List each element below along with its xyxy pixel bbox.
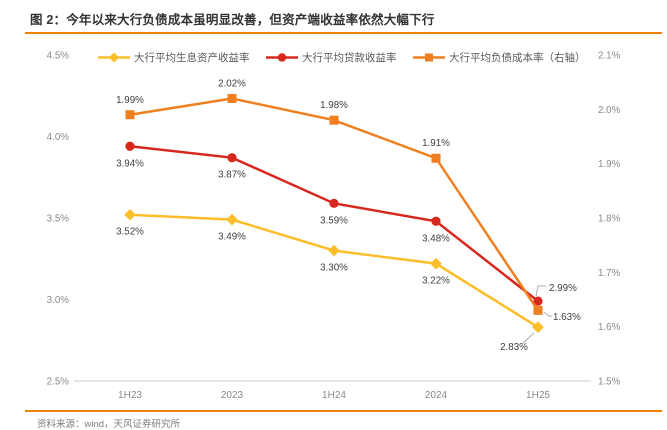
legend-item-asset-yield: 大行平均生息资产收益率 [97, 50, 250, 65]
left-axis-tick: 4.5% [47, 51, 70, 62]
label-leader-line [543, 311, 552, 317]
data-label: 2.02% [218, 78, 246, 89]
right-axis-tick: 2.1% [598, 51, 621, 62]
left-axis-tick: 3.5% [47, 214, 70, 225]
right-axis-tick: 1.6% [598, 322, 621, 333]
figure-title: 图 2：今年以来大行负债成本虽明显改善，但资产端收益率依然大幅下行 [30, 13, 435, 27]
x-axis-category-label: 1H24 [322, 390, 346, 401]
data-label: 1.63% [553, 312, 581, 323]
x-axis-category-label: 2024 [425, 390, 448, 401]
data-point-circle [125, 141, 135, 151]
data-point-square [533, 305, 543, 315]
data-point-circle [431, 216, 441, 226]
data-point-square [227, 93, 237, 103]
left-axis-tick: 3.0% [47, 295, 70, 306]
legend-label: 大行平均生息资产收益率 [134, 52, 250, 64]
data-label: 3.48% [422, 233, 450, 244]
data-label: 3.87% [218, 170, 246, 181]
data-label: 1.91% [422, 138, 450, 149]
data-label: 3.59% [320, 215, 348, 226]
x-axis-category-label: 1H25 [526, 390, 550, 401]
data-point-square [125, 110, 135, 120]
source-note: 资料来源：wind，天风证券研究所 [37, 419, 181, 430]
data-point-diamond [226, 213, 238, 226]
data-label: 1.98% [320, 100, 348, 111]
data-label: 2.99% [549, 283, 577, 294]
legend-label: 大行平均贷款收益率 [302, 52, 397, 64]
legend-marker-diamond-icon [98, 52, 130, 63]
data-point-circle [329, 198, 339, 208]
legend-marker-shape [425, 53, 433, 62]
data-point-square [329, 115, 339, 125]
right-axis-tick: 1.7% [598, 268, 621, 279]
label-leader-line [521, 332, 535, 345]
right-axis-tick: 2.0% [598, 105, 621, 116]
right-axis-tick: 1.8% [598, 214, 621, 225]
chart-legend: 大行平均生息资产收益率 大行平均贷款收益率 大行平均负债成本率（右轴） [0, 50, 667, 66]
data-label: 3.22% [422, 276, 450, 287]
legend-item-liability-cost: 大行平均负债成本率（右轴） [412, 50, 586, 65]
data-label: 3.94% [116, 158, 144, 169]
data-point-diamond [532, 321, 544, 334]
left-axis-tick: 4.0% [47, 132, 70, 143]
figure-bottom-rule [25, 410, 662, 412]
data-label: 3.30% [320, 263, 348, 274]
data-point-circle [227, 153, 237, 163]
x-axis-category-label: 2023 [221, 390, 244, 401]
label-leader-line [535, 285, 546, 297]
legend-marker-square-icon [413, 53, 445, 62]
legend-label: 大行平均负债成本率（右轴） [449, 52, 586, 64]
title-underline [25, 32, 662, 34]
data-point-circle [533, 296, 543, 306]
data-point-square [431, 153, 441, 163]
x-axis-category-label: 1H23 [118, 390, 142, 401]
left-axis-tick: 2.5% [47, 377, 70, 388]
data-point-diamond [430, 257, 442, 270]
right-axis-tick: 1.9% [598, 159, 621, 170]
data-point-diamond [124, 208, 136, 221]
legend-marker-shape [109, 52, 119, 63]
right-axis-tick: 1.5% [598, 377, 621, 388]
legend-marker-circle-icon [266, 53, 298, 62]
data-point-diamond [328, 244, 340, 257]
data-label: 2.83% [500, 342, 528, 353]
data-label: 3.49% [218, 232, 246, 243]
legend-marker-shape [277, 53, 287, 62]
data-label: 3.52% [116, 227, 144, 238]
data-label: 1.99% [116, 95, 144, 106]
legend-item-loan-yield: 大行平均贷款收益率 [265, 50, 397, 65]
